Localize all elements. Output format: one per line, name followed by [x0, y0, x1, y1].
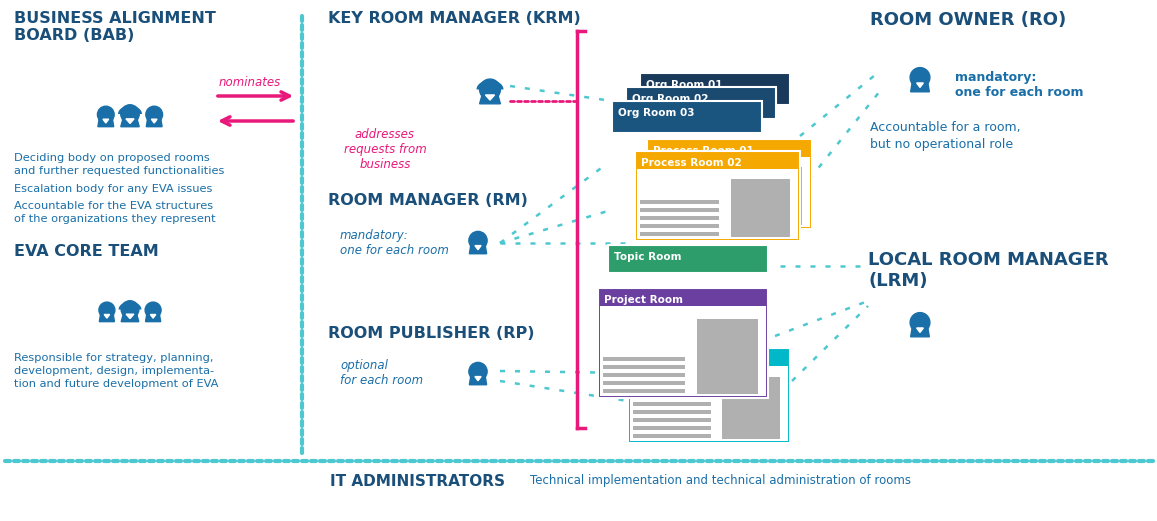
Polygon shape [103, 119, 109, 123]
Polygon shape [126, 314, 134, 318]
FancyBboxPatch shape [603, 365, 685, 369]
Polygon shape [470, 377, 487, 384]
Polygon shape [100, 315, 115, 321]
Text: Org Room 02: Org Room 02 [632, 94, 708, 104]
Text: Org Room 01: Org Room 01 [646, 80, 722, 90]
Text: KEY ROOM MANAGER (KRM): KEY ROOM MANAGER (KRM) [327, 11, 581, 26]
Polygon shape [474, 377, 481, 381]
FancyBboxPatch shape [638, 169, 798, 239]
FancyBboxPatch shape [600, 306, 766, 396]
FancyBboxPatch shape [640, 216, 720, 220]
FancyBboxPatch shape [653, 204, 731, 208]
FancyBboxPatch shape [640, 224, 720, 228]
Text: Responsible for strategy, planning,
development, design, implementa-
tion and fu: Responsible for strategy, planning, deve… [14, 353, 219, 389]
Text: Process Room 01: Process Room 01 [653, 146, 753, 156]
FancyBboxPatch shape [633, 402, 710, 406]
Circle shape [121, 301, 139, 318]
Circle shape [97, 106, 115, 123]
Text: Org Room 03: Org Room 03 [618, 108, 694, 118]
Circle shape [146, 106, 163, 123]
Text: Deciding body on proposed rooms
and further requested functionalities: Deciding body on proposed rooms and furt… [14, 153, 224, 176]
Polygon shape [121, 314, 139, 321]
FancyBboxPatch shape [653, 196, 731, 200]
FancyBboxPatch shape [640, 200, 720, 204]
Polygon shape [911, 83, 929, 92]
Polygon shape [98, 119, 113, 127]
Text: Process Room 02: Process Room 02 [641, 158, 742, 168]
Text: LOCAL ROOM MANAGER
(LRM): LOCAL ROOM MANAGER (LRM) [868, 251, 1108, 290]
Text: Project Room: Project Room [604, 295, 683, 305]
Polygon shape [470, 245, 487, 254]
Polygon shape [474, 245, 481, 250]
Text: EVA CORE TEAM: EVA CORE TEAM [14, 244, 159, 259]
FancyBboxPatch shape [640, 208, 720, 212]
Text: Accountable for a room,
but no operational role: Accountable for a room, but no operation… [870, 121, 1020, 151]
FancyBboxPatch shape [653, 212, 731, 216]
FancyBboxPatch shape [631, 366, 788, 441]
Circle shape [145, 302, 161, 318]
Text: Escalation body for any EVA issues: Escalation body for any EVA issues [14, 184, 213, 194]
Text: ROOM PUBLISHER (RP): ROOM PUBLISHER (RP) [327, 326, 535, 341]
FancyBboxPatch shape [598, 288, 768, 398]
Circle shape [469, 231, 487, 250]
FancyBboxPatch shape [626, 87, 776, 119]
Polygon shape [916, 83, 923, 88]
Text: IT ADMINISTRATORS: IT ADMINISTRATORS [330, 474, 504, 489]
Text: Location Room: Location Room [634, 355, 722, 365]
Text: Accountable for the EVA structures
of the organizations they represent: Accountable for the EVA structures of th… [14, 201, 215, 224]
Polygon shape [911, 328, 929, 337]
Text: mandatory:
one for each room: mandatory: one for each room [955, 71, 1083, 99]
Circle shape [469, 363, 487, 381]
FancyBboxPatch shape [653, 220, 731, 224]
FancyBboxPatch shape [603, 373, 685, 377]
FancyBboxPatch shape [743, 167, 802, 225]
FancyBboxPatch shape [635, 151, 799, 241]
Text: addresses
requests from
business: addresses requests from business [344, 128, 427, 171]
Polygon shape [126, 119, 134, 123]
Polygon shape [146, 315, 161, 321]
Polygon shape [118, 106, 142, 114]
FancyBboxPatch shape [607, 245, 768, 273]
FancyBboxPatch shape [633, 418, 710, 422]
Polygon shape [477, 80, 503, 90]
FancyBboxPatch shape [731, 179, 790, 237]
Circle shape [98, 302, 115, 318]
Text: Topic Room: Topic Room [614, 252, 681, 262]
Text: optional
for each room: optional for each room [340, 359, 423, 387]
FancyBboxPatch shape [628, 348, 790, 443]
Polygon shape [120, 119, 139, 127]
Text: BUSINESS ALIGNMENT
BOARD (BAB): BUSINESS ALIGNMENT BOARD (BAB) [14, 11, 216, 43]
Circle shape [911, 68, 930, 88]
Polygon shape [118, 302, 141, 309]
Polygon shape [486, 95, 494, 100]
FancyBboxPatch shape [603, 389, 685, 393]
Polygon shape [480, 95, 500, 104]
Text: ROOM OWNER (RO): ROOM OWNER (RO) [870, 11, 1067, 29]
Text: Technical implementation and technical administration of rooms: Technical implementation and technical a… [530, 474, 911, 487]
FancyBboxPatch shape [649, 157, 810, 227]
FancyBboxPatch shape [633, 426, 710, 430]
FancyBboxPatch shape [603, 381, 685, 385]
FancyBboxPatch shape [722, 377, 780, 439]
FancyBboxPatch shape [653, 188, 731, 192]
Circle shape [480, 79, 500, 100]
FancyBboxPatch shape [633, 410, 710, 414]
FancyBboxPatch shape [612, 101, 762, 133]
FancyBboxPatch shape [603, 357, 685, 361]
Polygon shape [104, 315, 110, 318]
FancyBboxPatch shape [633, 434, 710, 438]
Polygon shape [916, 328, 923, 332]
Text: ROOM MANAGER (RM): ROOM MANAGER (RM) [327, 193, 528, 208]
Circle shape [120, 105, 139, 123]
FancyBboxPatch shape [640, 232, 720, 236]
FancyBboxPatch shape [640, 73, 790, 105]
FancyBboxPatch shape [697, 319, 758, 394]
FancyBboxPatch shape [647, 139, 812, 229]
Polygon shape [146, 119, 162, 127]
Text: mandatory:
one for each room: mandatory: one for each room [340, 229, 449, 257]
Circle shape [911, 313, 930, 332]
Text: nominates: nominates [219, 76, 281, 89]
Polygon shape [152, 119, 157, 123]
Polygon shape [150, 315, 156, 318]
